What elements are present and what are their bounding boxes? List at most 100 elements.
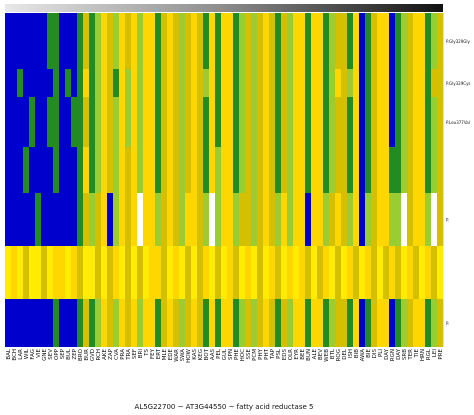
heatmap-cell [191, 193, 198, 246]
heatmap-cell [77, 147, 84, 193]
heatmap-cell [83, 299, 90, 347]
heatmap-cell [167, 193, 174, 246]
column-label: TRA [126, 349, 132, 361]
heatmap-cell [77, 246, 84, 299]
heatmap-cell [269, 193, 276, 246]
heatmap-cell [341, 147, 348, 193]
heatmap-cell [125, 299, 132, 347]
heatmap-cell [251, 97, 258, 147]
heatmap-cell [215, 299, 222, 347]
heatmap-cell [347, 147, 354, 193]
column-label: PEL [216, 348, 222, 359]
heatmap-cell [323, 69, 330, 97]
heatmap-cell [383, 69, 390, 97]
heatmap-cell [47, 13, 54, 69]
heatmap-cell [185, 69, 192, 97]
heatmap-cell [41, 147, 48, 193]
heatmap-cell [323, 193, 330, 246]
heatmap-cell [329, 97, 336, 147]
column-label: ZAP [108, 348, 114, 360]
heatmap-cell [221, 299, 228, 347]
heatmap-cell [197, 299, 204, 347]
heatmap-cell [71, 97, 78, 147]
heatmap-cell [203, 69, 210, 97]
heatmap-cell [173, 13, 180, 69]
heatmap-cell [173, 69, 180, 97]
heatmap-cell [59, 193, 66, 246]
column-label: WEB [324, 349, 330, 362]
heatmap-cell [89, 299, 96, 347]
heatmap-cell [5, 13, 12, 69]
heatmap-cell [377, 193, 384, 246]
column-label: TAP [270, 348, 276, 360]
heatmap-cell [137, 299, 144, 347]
heatmap-cell [203, 147, 210, 193]
column-label: BRO [78, 348, 84, 361]
heatmap-cell [365, 246, 372, 299]
heatmap-cell [275, 97, 282, 147]
heatmap-cell [233, 246, 240, 299]
column-label: GVD [90, 349, 96, 361]
heatmap-cell [83, 13, 90, 69]
column-label: BEV [318, 349, 324, 360]
heatmap-cell [113, 97, 120, 147]
heatmap-cell [239, 69, 246, 97]
heatmap-cell [311, 13, 318, 69]
heatmap-cell [215, 97, 222, 147]
column-labels: BAL BCH LAR WIL FAG VIE GNE SEV OPP SEP BUL ZEP BRO B… [6, 348, 444, 363]
heatmap-cell [425, 13, 432, 69]
heatmap-cell [173, 147, 180, 193]
heatmap-cell [155, 193, 162, 246]
heatmap-cell [29, 299, 36, 347]
heatmap-cell [131, 147, 138, 193]
column-label: DAY [396, 348, 402, 359]
heatmap-cell [131, 69, 138, 97]
heatmap-cell [11, 147, 18, 193]
heatmap-cell [227, 246, 234, 299]
heatmap-cell [107, 69, 114, 97]
heatmap-cell [305, 246, 312, 299]
heatmap-cell [227, 13, 234, 69]
heatmap-cell [191, 69, 198, 97]
heatmap-cell [365, 299, 372, 347]
column-label: DIS [372, 349, 378, 359]
column-label: SSE [246, 348, 252, 359]
heatmap-cell [317, 69, 324, 97]
heatmap-cell [239, 193, 246, 246]
heatmap-cell [95, 246, 102, 299]
heatmap-cell [287, 193, 294, 246]
heatmap-cell [137, 193, 144, 246]
heatmap-cell [233, 193, 240, 246]
heatmap-cell [419, 193, 426, 246]
heatmap-cell [251, 147, 258, 193]
heatmap-cell [335, 13, 342, 69]
heatmap-cell [227, 193, 234, 246]
heatmap-cell [59, 147, 66, 193]
column-label: ISH [348, 349, 354, 358]
heatmap-cell [77, 97, 84, 147]
heatmap-cell [317, 147, 324, 193]
heatmap-cell [191, 97, 198, 147]
heatmap-cell [113, 147, 120, 193]
heatmap-cell [203, 97, 210, 147]
column-label: PLI [378, 349, 384, 357]
heatmap-cell [17, 299, 24, 347]
column-label: OPP [54, 348, 60, 360]
heatmap-cell [137, 97, 144, 147]
heatmap-cell [149, 69, 156, 97]
column-label: TS [144, 348, 150, 356]
heatmap-cell [383, 13, 390, 69]
heatmap-cell [329, 147, 336, 193]
heatmap-cell [29, 147, 36, 193]
column-label: CVA [114, 349, 120, 360]
heatmap-cell [287, 13, 294, 69]
heatmap-cell [419, 13, 426, 69]
heatmap-cell [143, 147, 150, 193]
column-label: HOW [186, 348, 192, 362]
heatmap-cell [329, 69, 336, 97]
heatmap-cell [227, 97, 234, 147]
heatmap-cell [245, 97, 252, 147]
column-label: BTL [330, 348, 336, 359]
heatmap-cell [365, 69, 372, 97]
heatmap-cell [251, 13, 258, 69]
